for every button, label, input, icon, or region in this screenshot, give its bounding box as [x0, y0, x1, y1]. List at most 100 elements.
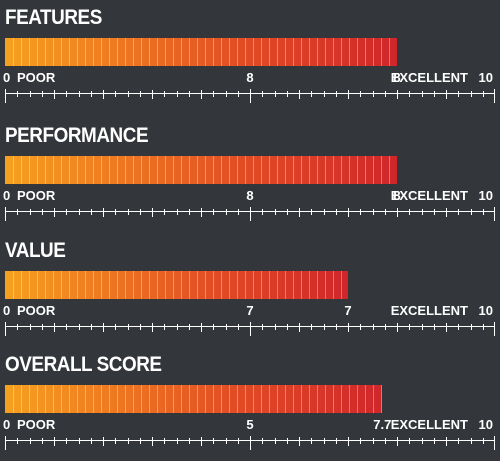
bar-segment-divider	[85, 271, 86, 299]
bar-segment-divider	[261, 271, 262, 299]
axis-tick	[5, 322, 6, 336]
axis-tick	[274, 209, 276, 215]
axis-tick	[250, 207, 251, 221]
axis-tick	[323, 324, 325, 330]
axis-tick	[299, 323, 300, 332]
rating-bar-track	[5, 156, 495, 184]
bar-segment-divider	[45, 385, 46, 413]
axis-tick	[90, 91, 92, 97]
bar-segment-divider	[101, 38, 102, 66]
axis-tick	[348, 90, 349, 99]
axis-tick	[311, 91, 313, 97]
bar-segment-divider	[109, 271, 110, 299]
axis-tick	[225, 209, 227, 215]
bar-segment-divider	[37, 271, 38, 299]
bar-segment-divider	[277, 271, 278, 299]
axis-tick	[384, 438, 386, 444]
bar-segment-divider	[101, 385, 102, 413]
axis-tick	[433, 209, 435, 215]
axis-tick	[66, 324, 68, 330]
axis-tick	[17, 324, 19, 330]
axis-tick	[421, 91, 423, 97]
axis-tick	[348, 437, 349, 446]
axis-tick	[348, 323, 349, 332]
axis-tick	[41, 438, 43, 444]
rating-title: PERFORMANCE	[5, 124, 149, 147]
axis-tick	[164, 209, 166, 215]
bar-segment-divider	[269, 156, 270, 184]
rating-bar-track	[5, 271, 495, 299]
bar-segment-divider	[85, 156, 86, 184]
axis-tick	[176, 324, 178, 330]
axis-tick	[458, 324, 460, 330]
axis-tick	[66, 91, 68, 97]
axis-tick	[446, 437, 447, 446]
axis-tick	[139, 209, 141, 215]
bar-segment-divider	[61, 156, 62, 184]
bar-segment-divider	[29, 156, 30, 184]
bar-segment-divider	[349, 156, 350, 184]
bar-segment-divider	[133, 38, 134, 66]
score-value-label: 7	[344, 303, 352, 318]
axis-tick	[17, 209, 19, 215]
axis-tick	[41, 91, 43, 97]
bar-segment-divider	[365, 156, 366, 184]
axis-tick	[103, 323, 104, 332]
bar-segment-divider	[13, 38, 14, 66]
axis-tick	[115, 324, 117, 330]
bar-segment-divider	[133, 156, 134, 184]
axis-tick	[360, 91, 362, 97]
bar-segment-divider	[301, 385, 302, 413]
axis-tick	[482, 324, 484, 330]
bar-segment-divider	[125, 38, 126, 66]
axis-tick	[397, 437, 398, 446]
axis-tick	[494, 207, 495, 221]
axis-tick	[152, 437, 153, 446]
bar-segment-divider	[269, 271, 270, 299]
rating-value: VALUE 0 POOR 7 7 EXCELLENT 10	[0, 237, 500, 347]
bar-segment-divider	[93, 271, 94, 299]
bar-segment-divider	[301, 271, 302, 299]
axis-midpoint-label: 5	[246, 417, 254, 432]
bar-segment-divider	[29, 38, 30, 66]
bar-segment-divider	[277, 385, 278, 413]
bar-segment-divider	[341, 38, 342, 66]
bar-segment-divider	[261, 38, 262, 66]
bar-segment-divider	[309, 271, 310, 299]
axis-tick	[152, 208, 153, 217]
bar-segment-divider	[205, 271, 206, 299]
rating-features: FEATURES 0 POOR 8 8 EXCELLENT 10	[0, 4, 500, 114]
bar-segment-divider	[117, 385, 118, 413]
bar-segment-divider	[213, 156, 214, 184]
bar-segment-divider	[221, 156, 222, 184]
axis-tick	[188, 91, 190, 97]
bar-segment-divider	[221, 385, 222, 413]
axis-tick	[323, 91, 325, 97]
axis-poor-label: POOR	[17, 188, 56, 203]
bar-segment-divider	[301, 156, 302, 184]
bar-segment-divider	[125, 385, 126, 413]
bar-segment-divider	[125, 271, 126, 299]
bar-segment-divider	[213, 38, 214, 66]
axis-tick	[176, 438, 178, 444]
bar-segment-divider	[357, 385, 358, 413]
bar-segment-divider	[317, 385, 318, 413]
bar-segment-divider	[317, 38, 318, 66]
axis-tick	[482, 91, 484, 97]
bar-segment-divider	[333, 156, 334, 184]
axis-tick	[127, 209, 129, 215]
axis-tick	[54, 437, 55, 446]
axis-tick	[470, 438, 472, 444]
axis-tick	[299, 90, 300, 99]
bar-segment-divider	[205, 156, 206, 184]
axis-tick	[115, 91, 117, 97]
axis-tick	[188, 324, 190, 330]
axis-max-label: 10	[478, 417, 493, 432]
axis-tick	[237, 209, 239, 215]
axis-tick	[446, 208, 447, 217]
axis-tick	[299, 208, 300, 217]
bar-segment-divider	[77, 38, 78, 66]
axis-tick	[262, 91, 264, 97]
bar-segment-divider	[141, 271, 142, 299]
bar-segment-divider	[149, 38, 150, 66]
